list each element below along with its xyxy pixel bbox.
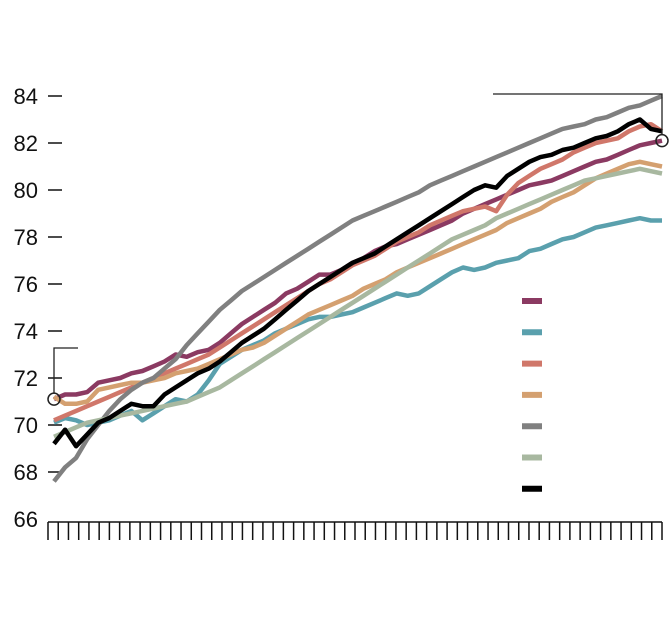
y-tick-label: 76 [14,272,38,297]
y-tick-label: 84 [14,84,38,109]
y-tick-label: 68 [14,460,38,485]
y-tick-label: 72 [14,366,38,391]
annotations [47,93,669,406]
series-line-2 [53,215,662,428]
y-tick-label: 70 [14,413,38,438]
y-tick-label: 82 [14,131,38,156]
y-axis: 66 68 70 72 74 76 78 80 82 84 [14,84,62,532]
y-tick-label: 74 [14,319,38,344]
series-line-6 [53,166,663,439]
x-axis [47,521,663,540]
series-line-7 [52,117,663,449]
series-lines [52,93,664,483]
series-line-4 [52,159,663,407]
legend [522,298,542,492]
y-tick-label: 66 [14,507,38,532]
series-line-1 [53,138,663,402]
series-line-5 [52,93,663,483]
series-line-3 [53,121,664,423]
y-tick-label: 80 [14,178,38,203]
y-tick-label: 78 [14,225,38,250]
start-leader-line [53,347,78,394]
end-leader-line [493,93,663,135]
